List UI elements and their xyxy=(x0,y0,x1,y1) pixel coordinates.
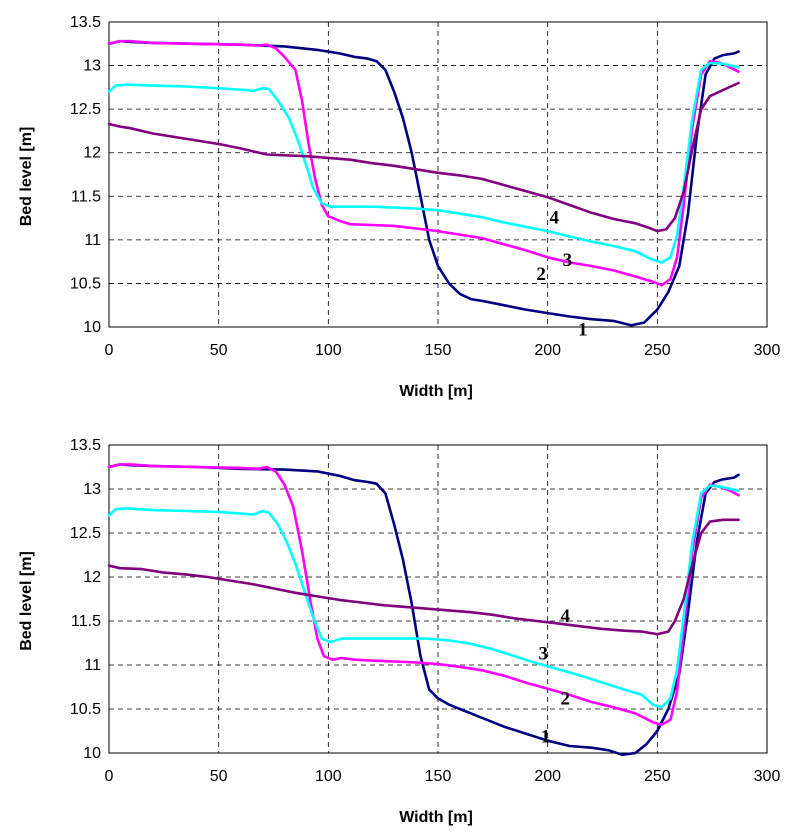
y-tick-label: 13 xyxy=(83,481,101,498)
plot-area-frame xyxy=(108,21,768,328)
x-tick-label: 150 xyxy=(425,342,452,359)
series-label-1: 1 xyxy=(578,320,588,341)
x-tick-label: 50 xyxy=(210,768,228,785)
y-tick-label: 12.5 xyxy=(70,525,101,542)
series-label-4: 4 xyxy=(560,606,570,627)
x-tick-label: 0 xyxy=(105,768,114,785)
y-tick-label: 13.5 xyxy=(70,437,101,454)
y-tick-label: 11.5 xyxy=(71,613,101,630)
y-tick-label: 12.5 xyxy=(70,101,101,118)
y-axis-title: Bed level [m] xyxy=(18,127,35,227)
x-tick-label: 50 xyxy=(210,342,228,359)
plot-area-frame xyxy=(108,444,768,754)
y-tick-label: 10.5 xyxy=(70,275,101,292)
x-tick-label: 100 xyxy=(315,768,342,785)
y-axis-title: Bed level [m] xyxy=(18,551,35,651)
series-line-4 xyxy=(107,81,740,233)
y-tick-label: 13 xyxy=(83,58,101,75)
series-label-2: 2 xyxy=(536,264,546,285)
x-tick-label: 250 xyxy=(644,342,671,359)
series-label-2: 2 xyxy=(560,689,570,710)
y-tick-label: 11 xyxy=(84,232,101,249)
series-line-3 xyxy=(107,484,740,709)
x-tick-label: 200 xyxy=(534,768,561,785)
series-line-3 xyxy=(107,61,740,264)
y-tick-label: 12 xyxy=(83,569,101,586)
series-line-1 xyxy=(107,39,740,327)
x-tick-label: 200 xyxy=(534,342,561,359)
x-tick-label: 150 xyxy=(425,768,452,785)
x-axis-title: Width [m] xyxy=(399,383,473,400)
series-line-2 xyxy=(107,463,740,727)
series-line-2 xyxy=(107,39,740,287)
y-tick-label: 12 xyxy=(83,145,101,162)
y-tick-label: 11.5 xyxy=(71,188,101,205)
series-label-1: 1 xyxy=(541,726,551,747)
x-tick-label: 250 xyxy=(644,768,671,785)
y-tick-label: 11 xyxy=(84,657,101,674)
y-tick-label: 10 xyxy=(83,319,101,336)
x-axis-title: Width [m] xyxy=(399,809,473,826)
series-label-3: 3 xyxy=(563,250,573,271)
y-tick-label: 10.5 xyxy=(70,701,101,718)
series-label-4: 4 xyxy=(549,207,559,228)
x-tick-label: 100 xyxy=(315,342,342,359)
y-tick-label: 13.5 xyxy=(70,14,101,31)
series-label-3: 3 xyxy=(539,644,549,665)
series-line-4 xyxy=(107,518,740,636)
x-tick-label: 0 xyxy=(105,342,114,359)
x-tick-label: 300 xyxy=(754,768,781,785)
y-tick-label: 10 xyxy=(83,745,101,762)
x-tick-label: 300 xyxy=(754,342,781,359)
